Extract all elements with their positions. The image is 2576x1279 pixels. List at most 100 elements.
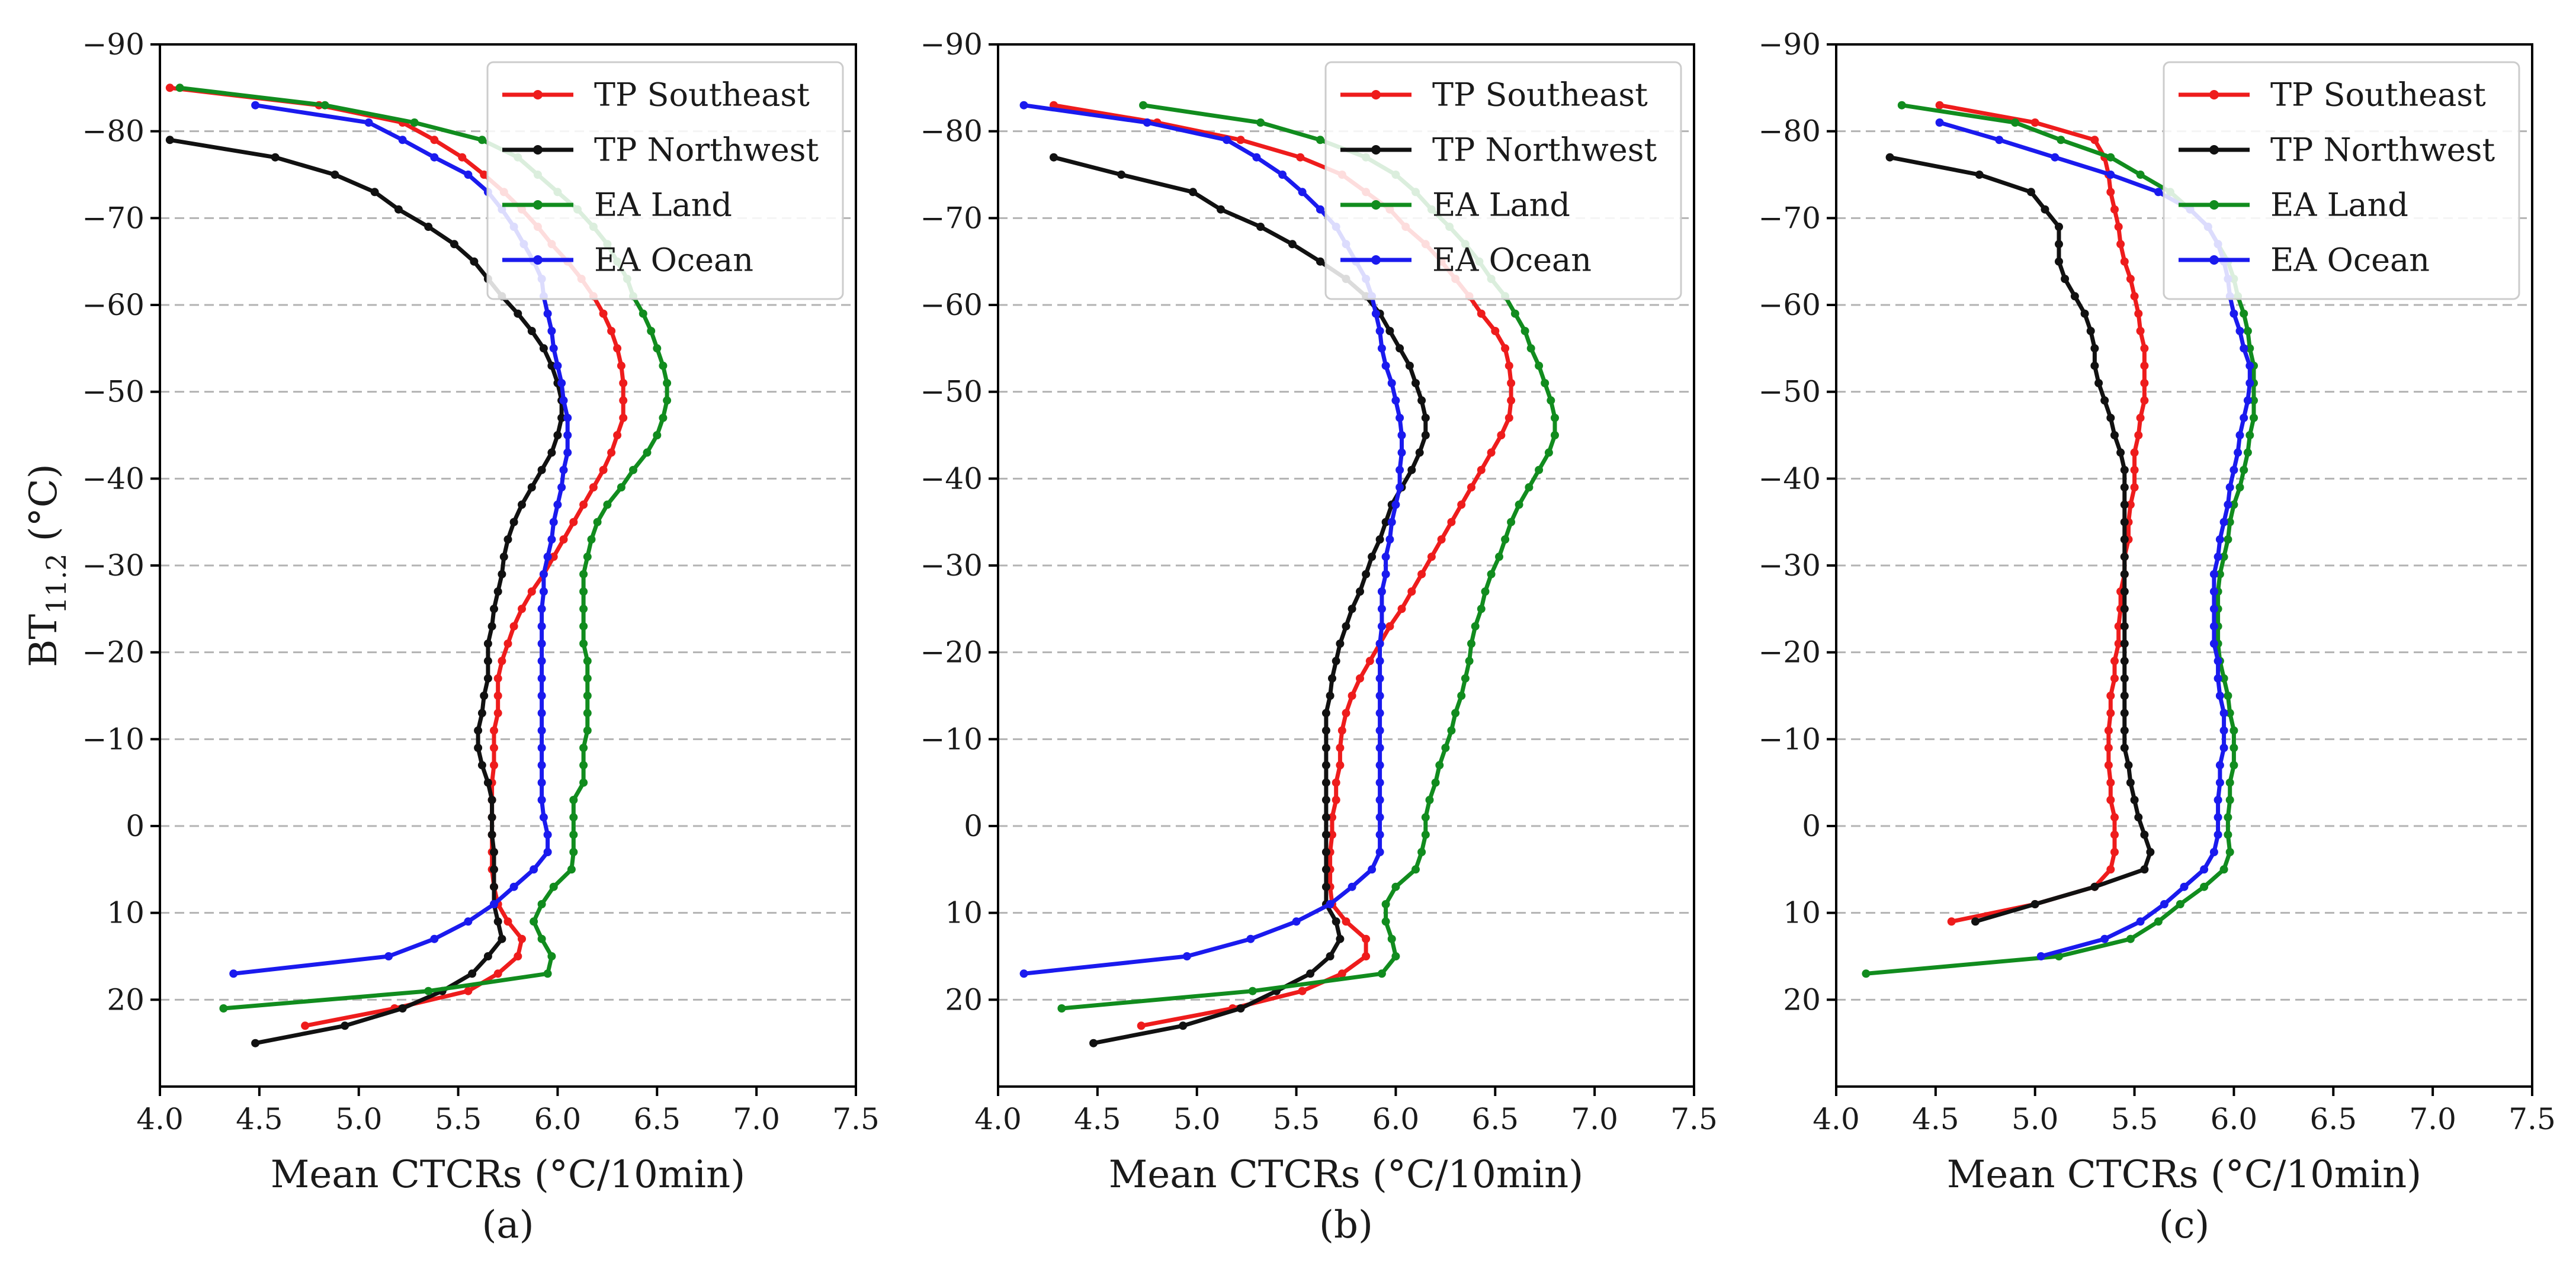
data-point bbox=[487, 622, 496, 631]
data-point bbox=[2224, 535, 2232, 544]
data-point bbox=[1332, 657, 1340, 666]
data-point bbox=[537, 674, 546, 683]
y-tick-label: −40 bbox=[1758, 461, 1821, 496]
data-point bbox=[1332, 917, 1340, 926]
data-point bbox=[537, 657, 546, 666]
data-point bbox=[547, 535, 556, 544]
data-point bbox=[2030, 118, 2039, 127]
data-point bbox=[518, 934, 526, 943]
x-tick-label: 5.0 bbox=[1173, 1102, 1221, 1136]
data-point bbox=[1551, 413, 1559, 422]
data-point bbox=[175, 83, 184, 92]
data-point bbox=[1421, 431, 1430, 439]
legend-marker bbox=[533, 145, 543, 155]
data-point bbox=[1375, 796, 1384, 804]
data-point bbox=[1477, 309, 1486, 318]
data-point bbox=[1256, 118, 1265, 127]
y-tick-label: −80 bbox=[920, 114, 983, 149]
data-point bbox=[464, 986, 473, 995]
data-point bbox=[559, 396, 568, 405]
data-point bbox=[2215, 778, 2224, 787]
data-point bbox=[2214, 830, 2222, 839]
data-point bbox=[503, 535, 512, 544]
data-point bbox=[2215, 761, 2224, 770]
data-point bbox=[2120, 587, 2129, 596]
data-point bbox=[1348, 605, 1356, 613]
data-point bbox=[424, 986, 433, 995]
data-point bbox=[2224, 813, 2232, 822]
data-point bbox=[543, 552, 552, 561]
data-point bbox=[2114, 223, 2123, 231]
data-point bbox=[563, 431, 572, 439]
data-point bbox=[1362, 570, 1371, 579]
data-point bbox=[559, 465, 568, 474]
legend-box bbox=[1324, 61, 1682, 300]
legend-entry-label: TP Northwest bbox=[594, 131, 819, 169]
data-point bbox=[2134, 431, 2143, 439]
data-point bbox=[487, 796, 496, 804]
data-point bbox=[527, 483, 536, 491]
data-point bbox=[659, 413, 668, 422]
data-point bbox=[483, 640, 492, 648]
y-tick-label: −30 bbox=[82, 548, 145, 583]
data-point bbox=[2245, 379, 2254, 387]
data-point bbox=[1385, 535, 1394, 544]
data-point bbox=[1306, 969, 1315, 978]
data-point bbox=[1375, 778, 1384, 787]
data-point bbox=[2120, 640, 2129, 648]
data-point bbox=[2086, 327, 2095, 335]
data-point bbox=[1447, 518, 1456, 526]
data-point bbox=[1405, 361, 1414, 370]
data-point bbox=[553, 500, 562, 509]
data-point bbox=[2055, 223, 2063, 231]
data-point bbox=[537, 465, 546, 474]
data-point bbox=[1377, 605, 1386, 613]
data-point bbox=[1321, 709, 1330, 718]
data-point bbox=[2219, 744, 2228, 752]
data-point bbox=[331, 171, 339, 179]
data-point bbox=[2110, 674, 2119, 683]
data-point bbox=[1137, 1021, 1146, 1030]
data-point bbox=[518, 605, 526, 613]
legend-entry-label: EA Land bbox=[594, 187, 732, 224]
data-point bbox=[410, 118, 419, 127]
data-point bbox=[2120, 726, 2129, 735]
data-point bbox=[493, 674, 502, 683]
y-tick-label: −70 bbox=[1758, 201, 1821, 235]
data-point bbox=[1487, 448, 1496, 457]
data-point bbox=[2140, 344, 2149, 353]
data-point bbox=[1520, 327, 1529, 335]
y-tick-label: −60 bbox=[920, 288, 983, 322]
y-tick-label: −20 bbox=[1758, 635, 1821, 670]
data-point bbox=[543, 848, 552, 856]
data-point bbox=[1223, 136, 1231, 144]
data-point bbox=[2120, 674, 2129, 683]
y-tick-label: −20 bbox=[920, 635, 983, 670]
legend-entry-label: TP Southeast bbox=[2270, 76, 2486, 114]
data-point bbox=[619, 413, 628, 422]
data-point bbox=[607, 327, 616, 335]
data-point bbox=[1547, 396, 1555, 405]
data-point bbox=[619, 396, 628, 405]
data-point bbox=[553, 431, 562, 439]
data-point bbox=[1461, 674, 1470, 683]
data-point bbox=[2229, 465, 2238, 474]
y-axis-label-subscript: 11.2 bbox=[40, 554, 72, 614]
data-point bbox=[1377, 622, 1386, 631]
data-point bbox=[569, 848, 578, 856]
data-point bbox=[2061, 275, 2070, 283]
data-point bbox=[2140, 361, 2149, 370]
data-point bbox=[549, 552, 558, 561]
data-point bbox=[483, 778, 492, 787]
y-tick-label: −10 bbox=[1758, 722, 1821, 756]
data-point bbox=[569, 518, 578, 526]
data-point bbox=[509, 622, 518, 631]
data-point bbox=[2055, 240, 2063, 249]
data-point bbox=[1375, 848, 1384, 856]
data-point bbox=[2116, 448, 2125, 457]
data-point bbox=[2250, 396, 2258, 405]
x-tick-label: 4.0 bbox=[974, 1102, 1022, 1136]
data-point bbox=[468, 969, 477, 978]
data-point bbox=[1507, 396, 1516, 405]
data-point bbox=[617, 483, 625, 491]
